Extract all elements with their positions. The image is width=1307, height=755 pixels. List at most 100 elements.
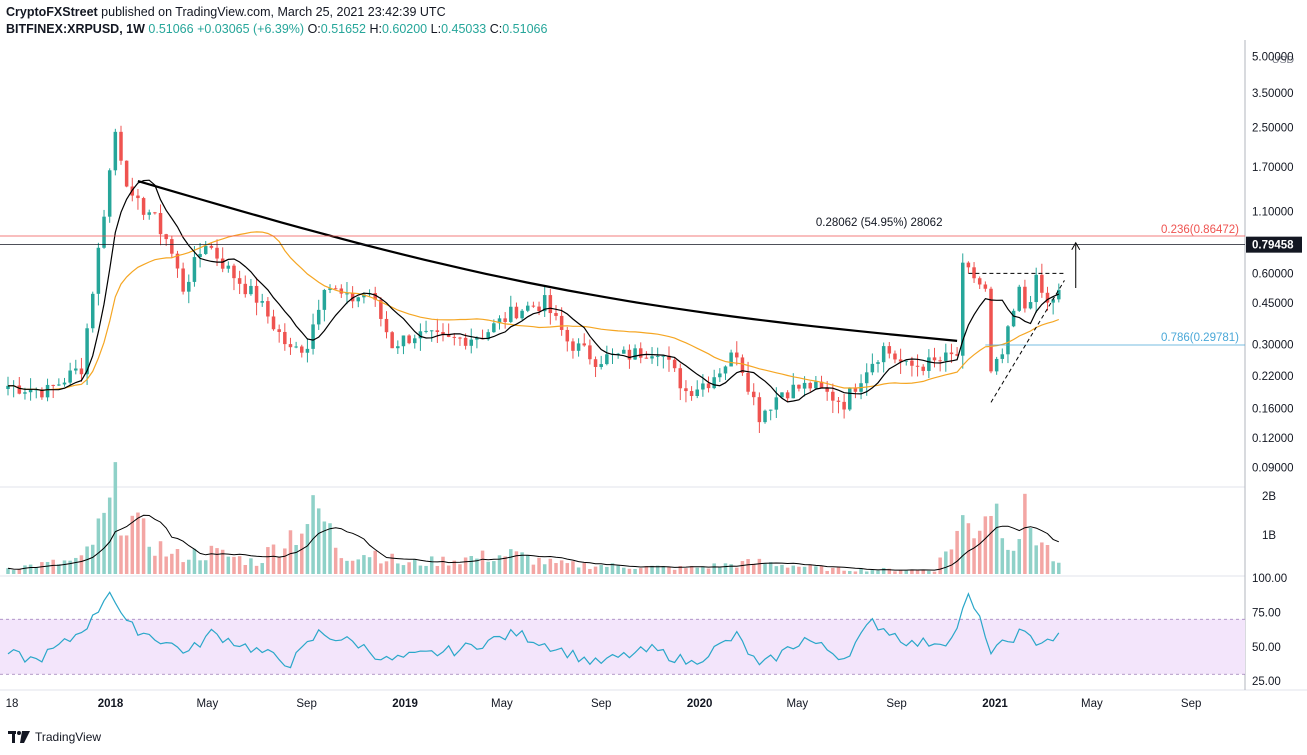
- volume-bar: [622, 567, 626, 574]
- volume-bar: [407, 562, 411, 574]
- candle-body: [582, 343, 586, 346]
- volume-bar: [107, 497, 112, 574]
- candle-body: [1006, 326, 1010, 355]
- candle-body: [542, 295, 547, 312]
- candle-body: [955, 354, 959, 356]
- candle-body: [785, 392, 790, 399]
- candle-body: [735, 352, 739, 358]
- candle-body: [870, 363, 875, 373]
- volume-bar: [384, 561, 389, 574]
- candle-body: [1017, 286, 1022, 311]
- volume-bar: [582, 563, 586, 574]
- candle-body: [28, 389, 33, 393]
- volume-bar: [514, 551, 519, 574]
- time-tick-label: 2020: [687, 698, 713, 710]
- volume-bar: [198, 560, 202, 574]
- volume-bar: [848, 570, 852, 574]
- candle-body: [1034, 274, 1038, 303]
- volume-bar: [887, 568, 892, 574]
- candle-body: [288, 344, 293, 348]
- open-value: 0.51652: [320, 22, 366, 36]
- rsi-tick-label: 100.00: [1252, 573, 1287, 585]
- candle-body: [825, 387, 829, 392]
- volume-bar: [136, 512, 140, 574]
- volume-bar: [565, 563, 570, 574]
- volume-bar: [593, 566, 598, 574]
- candle-body: [23, 392, 27, 394]
- volume-bar: [23, 565, 27, 574]
- volume-bar: [571, 561, 575, 574]
- candle-body: [452, 336, 457, 338]
- volume-bar: [983, 516, 988, 574]
- volume-bar: [1057, 562, 1061, 574]
- volume-bar: [961, 515, 965, 574]
- volume-bar: [28, 564, 33, 574]
- volume-bar: [910, 569, 914, 574]
- volume-bar: [1040, 542, 1044, 574]
- volume-bar: [921, 570, 925, 574]
- time-tick-label: Sep: [591, 698, 611, 710]
- candle-body: [667, 355, 671, 360]
- volume-bar: [147, 546, 151, 574]
- volume-bar: [271, 544, 276, 574]
- candle-body: [887, 346, 892, 354]
- volume-bar: [616, 565, 620, 574]
- volume-bar: [977, 530, 982, 574]
- volume-bar: [898, 570, 903, 574]
- candle-body: [537, 306, 541, 312]
- publisher-name[interactable]: CryptoFXStreet: [6, 5, 98, 19]
- volume-bar: [1000, 538, 1005, 574]
- volume-bar: [164, 556, 168, 574]
- candle-body: [802, 382, 807, 389]
- candle-body: [729, 352, 733, 367]
- candle-body: [300, 346, 304, 353]
- tradingview-brand[interactable]: TradingView: [8, 730, 101, 744]
- candle-body: [407, 335, 411, 344]
- candle-body: [486, 332, 490, 340]
- candle-body: [509, 306, 513, 322]
- volume-tick-label: 2B: [1262, 491, 1276, 503]
- tradingview-logo-icon: [8, 731, 30, 743]
- fib-236-label: 0.236(0.86472): [1161, 224, 1239, 236]
- candle-body: [51, 384, 55, 386]
- volume-bar: [927, 570, 931, 574]
- candle-body: [989, 288, 993, 372]
- volume-bar: [379, 563, 383, 574]
- volume-bar: [316, 508, 321, 574]
- volume-bar: [220, 549, 225, 574]
- candle-body: [45, 384, 50, 398]
- candle-body: [413, 338, 417, 344]
- candle-body: [627, 349, 632, 360]
- price-tick-label: 2.50000: [1252, 122, 1294, 134]
- candle-body: [266, 301, 270, 317]
- volume-bar: [650, 565, 654, 574]
- current-price-tag-label: 0.79458: [1252, 240, 1294, 252]
- candle-body: [198, 253, 202, 258]
- candle-body: [294, 346, 298, 348]
- publish-info: published on TradingView.com, March 25, …: [101, 5, 446, 19]
- time-tick-label: 18: [6, 698, 19, 710]
- candle-body: [136, 195, 140, 199]
- candle-body: [904, 360, 909, 362]
- candle-body: [525, 305, 530, 311]
- volume-bar: [870, 569, 875, 574]
- volume-bar: [554, 563, 558, 574]
- candle-body: [492, 323, 496, 333]
- brand-name: TradingView: [35, 730, 102, 744]
- candle-body: [322, 289, 327, 310]
- candle-body: [898, 359, 903, 362]
- volume-bar: [678, 566, 683, 574]
- candle-body: [17, 385, 22, 394]
- volume-bar: [718, 567, 722, 574]
- volume-bar: [735, 567, 739, 574]
- volume-bar: [661, 566, 666, 574]
- volume-bar: [989, 515, 993, 574]
- candle-body: [768, 409, 773, 411]
- volume-bar: [644, 566, 649, 574]
- volume-bar: [475, 558, 479, 574]
- candle-body: [74, 368, 78, 371]
- volume-bar: [34, 567, 38, 574]
- candle-body: [644, 357, 649, 359]
- symbol-label: BITFINEX:XRPUSD, 1W: [6, 22, 145, 36]
